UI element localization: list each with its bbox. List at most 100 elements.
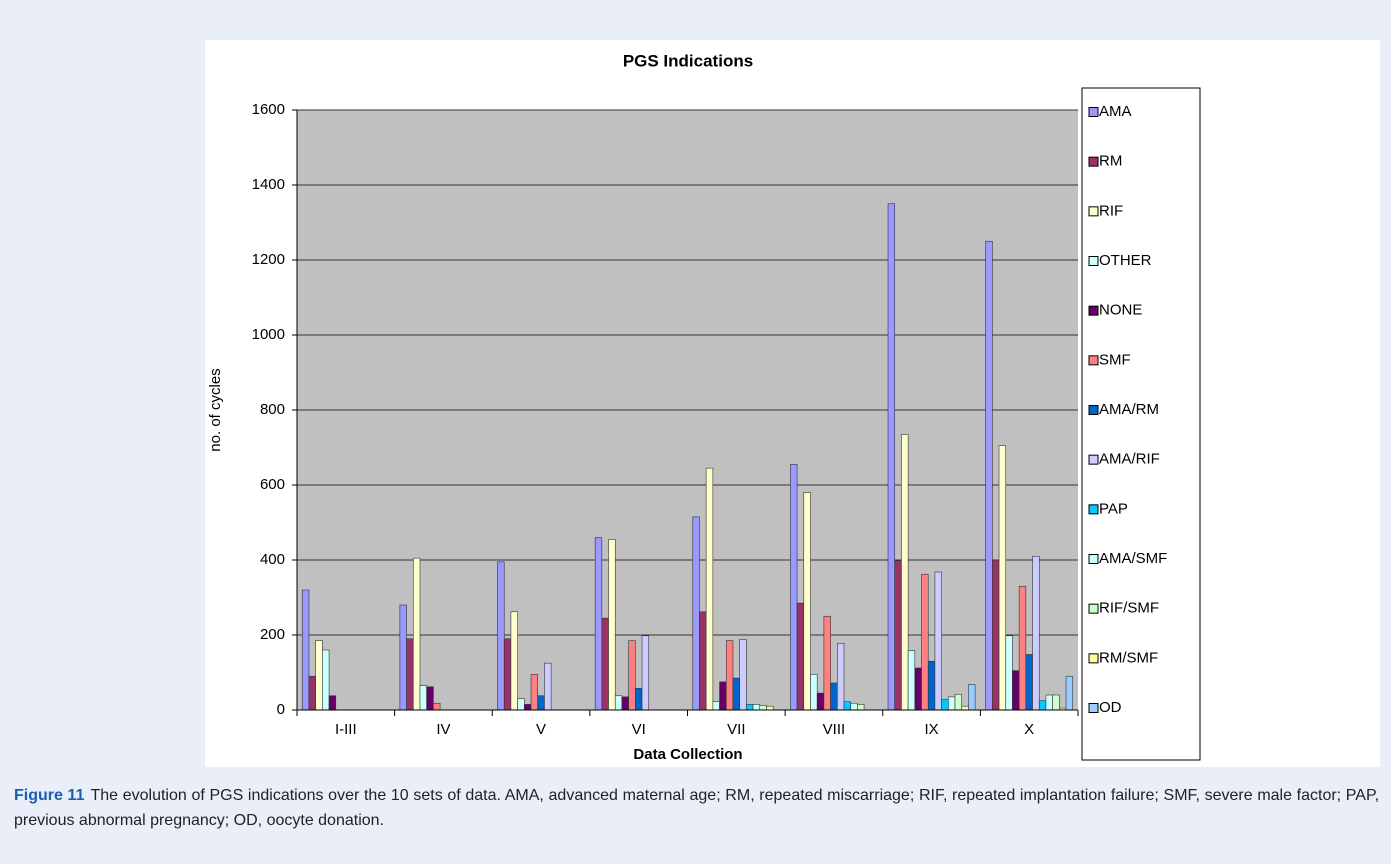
x-tick-label: VII (727, 721, 745, 738)
legend-label: NONE (1099, 302, 1142, 319)
legend-swatch (1088, 156, 1099, 167)
bar (746, 704, 754, 711)
legend-label: OD (1099, 699, 1122, 716)
bar (1052, 694, 1060, 711)
x-tick-label: IV (436, 721, 450, 738)
bar (1018, 585, 1027, 711)
bar (732, 677, 740, 711)
x-axis-label: Data Collection (633, 746, 742, 763)
bar (621, 696, 629, 711)
bar (322, 649, 330, 711)
caption-label: Figure 11 (14, 787, 85, 804)
legend-label: RIF/SMF (1099, 600, 1159, 617)
bar (927, 660, 936, 711)
bar (857, 704, 865, 711)
legend-label: AMA/RIF (1099, 451, 1160, 468)
legend-label: AMA (1099, 103, 1132, 120)
x-tick-label: V (536, 721, 546, 738)
bar (998, 445, 1007, 711)
bar (914, 667, 922, 711)
legend-label: SMF (1099, 351, 1131, 368)
legend-label: OTHER (1099, 252, 1152, 269)
legend-swatch (1088, 703, 1099, 713)
bar (901, 434, 909, 711)
bar (719, 681, 727, 711)
y-tick-label: 400 (260, 551, 285, 568)
bar (308, 675, 316, 711)
bar (961, 705, 969, 711)
bar (954, 693, 963, 711)
bar (830, 682, 838, 711)
figure-caption: Figure 11 The evolution of PGS indication… (14, 783, 1379, 833)
bar (752, 704, 761, 711)
bar (1045, 694, 1053, 711)
x-tick-label: X (1024, 721, 1034, 738)
legend-box (1081, 87, 1201, 761)
bar (739, 639, 747, 711)
bar (1038, 700, 1047, 711)
bar (641, 635, 650, 711)
x-tick-label: VIII (823, 721, 846, 738)
bar (628, 640, 636, 711)
bar (530, 674, 539, 711)
y-tick-label: 1400 (252, 176, 285, 193)
legend-swatch (1088, 206, 1099, 217)
bar (712, 701, 720, 711)
y-tick-label: 1000 (252, 326, 285, 343)
y-tick-label: 1200 (252, 251, 285, 268)
bar (907, 650, 916, 711)
bar (948, 696, 956, 711)
legend-swatch (1088, 504, 1099, 515)
y-tick-label: 1600 (252, 101, 285, 118)
caption-text: The evolution of PGS indications over th… (14, 787, 1380, 829)
y-tick-label: 800 (260, 401, 285, 418)
bar (934, 571, 942, 711)
legend-label: PAP (1099, 500, 1128, 517)
bar (510, 611, 518, 711)
bar (1025, 654, 1033, 711)
bar (823, 615, 831, 711)
legend-swatch (1088, 355, 1099, 366)
bar (887, 203, 896, 711)
y-tick-label: 0 (277, 701, 285, 718)
bar (843, 701, 851, 711)
y-tick-label: 200 (260, 626, 285, 643)
legend-swatch (1088, 405, 1099, 415)
bar (635, 687, 643, 711)
legend-swatch (1088, 603, 1099, 614)
bar (1012, 670, 1020, 711)
bar (766, 705, 774, 711)
bar (790, 464, 798, 711)
bar (328, 695, 337, 711)
bar (524, 704, 532, 711)
bar (985, 240, 993, 711)
y-tick-label: 600 (260, 476, 285, 493)
bar (517, 698, 525, 711)
chart: PGS Indications Data Collection no. of c… (205, 40, 1380, 767)
legend-label: AMA/RM (1099, 401, 1159, 418)
y-axis-label: no. of cycles (207, 368, 224, 451)
bar (594, 537, 603, 711)
bar (725, 640, 734, 711)
x-tick-label: VI (632, 721, 646, 738)
bar (419, 685, 427, 711)
legend-label: RM (1099, 153, 1122, 170)
legend-swatch (1088, 454, 1099, 465)
legend-swatch (1088, 554, 1099, 564)
bar (503, 638, 512, 711)
bar (1005, 635, 1013, 711)
bar (497, 561, 505, 711)
bar (315, 640, 323, 711)
bar (992, 559, 1000, 711)
bar (759, 705, 767, 711)
legend-label: RM/SMF (1099, 649, 1158, 666)
bar (796, 602, 805, 711)
bar (433, 702, 441, 711)
bar (850, 702, 858, 711)
bar (608, 539, 616, 711)
legend-swatch (1088, 107, 1099, 117)
bar (1032, 555, 1040, 711)
bar (941, 699, 949, 711)
bar (601, 617, 609, 711)
